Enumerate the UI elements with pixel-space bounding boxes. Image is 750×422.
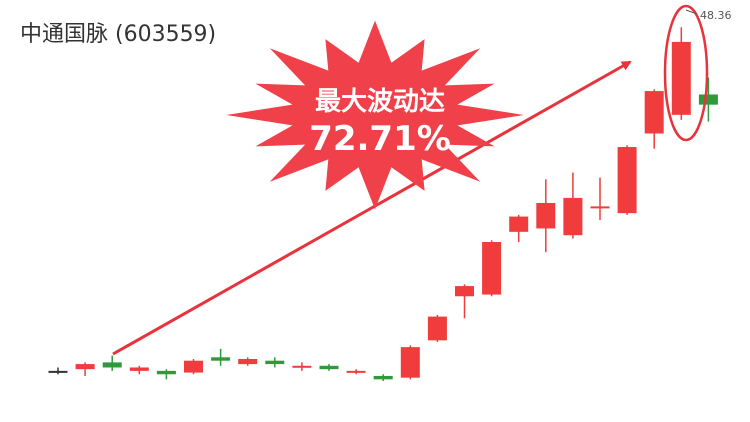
candle xyxy=(698,77,718,122)
candle-body xyxy=(292,365,312,368)
candle-body xyxy=(102,362,122,368)
candle-body xyxy=(211,357,231,361)
candle xyxy=(644,89,664,149)
candle-body xyxy=(48,370,68,373)
candle-body xyxy=(563,197,583,236)
peak-value-label: 48.36 xyxy=(700,9,732,22)
candle xyxy=(482,240,502,297)
candle xyxy=(184,359,203,375)
candle-body xyxy=(644,91,664,134)
candle-body xyxy=(400,347,420,378)
candle-body xyxy=(590,206,610,209)
candle xyxy=(400,345,420,380)
peak-pointer xyxy=(685,9,698,15)
candle xyxy=(75,362,95,376)
candle xyxy=(427,314,447,343)
annotation-line2: 72.71% xyxy=(309,119,451,159)
candle-body xyxy=(455,286,474,297)
candle xyxy=(536,179,556,253)
candle xyxy=(617,145,637,215)
candle xyxy=(48,367,68,375)
candle-body xyxy=(373,375,393,380)
candle xyxy=(238,357,258,366)
candle xyxy=(373,374,393,382)
candle xyxy=(346,369,366,375)
candle-body xyxy=(617,147,637,214)
candle-body xyxy=(156,370,176,375)
starburst-shape xyxy=(226,20,524,210)
candle-body xyxy=(509,216,529,232)
candles-layer xyxy=(48,27,718,382)
candle xyxy=(455,284,474,319)
candle xyxy=(671,27,691,120)
peak-highlight-ellipse xyxy=(663,4,709,142)
candle xyxy=(319,364,339,371)
candle xyxy=(590,177,610,220)
candle xyxy=(156,369,176,380)
peak-marker: 48.36 xyxy=(685,9,732,22)
candle xyxy=(129,365,149,375)
annotation-line1: 最大波动达 xyxy=(315,87,445,117)
candle xyxy=(563,172,583,239)
candle xyxy=(265,357,285,368)
candle-body xyxy=(427,316,447,341)
candle-body xyxy=(482,242,502,295)
candle xyxy=(509,214,529,242)
trend-arrow xyxy=(112,60,632,356)
chart-title: 中通国脉 (603559) xyxy=(20,22,217,47)
candle-body xyxy=(698,94,718,105)
candle-body xyxy=(75,364,95,370)
candle-body xyxy=(319,365,339,370)
candle-body xyxy=(536,203,556,229)
candle-body xyxy=(184,360,203,373)
candle xyxy=(292,362,312,371)
candle xyxy=(211,348,231,366)
candle-body xyxy=(238,359,258,365)
candle-body xyxy=(346,370,366,373)
candle xyxy=(102,355,122,371)
candle-body xyxy=(265,360,285,365)
candle-body xyxy=(129,367,149,371)
candle-body xyxy=(671,41,691,115)
starburst-callout: 最大波动达 72.71% xyxy=(226,20,524,210)
